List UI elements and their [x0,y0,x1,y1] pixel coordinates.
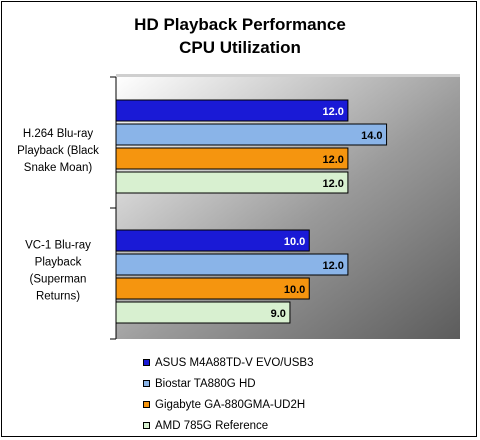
data-label-2-1: 10.0 [284,284,305,296]
data-label-1-0: 14.0 [361,130,382,142]
bar-3-1 [115,301,291,324]
legend-swatch [143,359,150,366]
chart-subtitle: CPU Utilization [179,38,301,57]
data-label-3-1: 9.0 [271,308,286,320]
legend-swatch [143,380,150,387]
bar-3-0 [115,171,349,194]
bar-0-1 [115,229,310,252]
legend-swatch [143,401,150,408]
legend-swatch [143,422,150,429]
bar-1-1 [115,253,349,276]
data-label-0-1: 10.0 [284,236,305,248]
category-label: Playback [35,257,82,269]
category-label: Snake Moan) [24,162,93,174]
legend-item: ASUS M4A88TD-V EVO/USB3 [143,352,363,373]
category-label: Playback (Black [17,145,99,157]
plot-area-top-wall [116,74,460,77]
category-label: Returns) [36,291,80,303]
legend-item: Gigabyte GA-880GMA-UD2H [143,394,363,415]
legend-item: Biostar TA880G HD [143,373,363,394]
data-label-0-0: 12.0 [322,106,343,118]
bar-1-0 [115,123,388,146]
legend-label: Biostar TA880G HD [155,377,256,390]
bar-2-1 [115,277,310,300]
legend: ASUS M4A88TD-V EVO/USB3 Biostar TA880G HD… [143,352,363,436]
category-label: VC-1 Blu-ray [25,240,91,252]
category-label: H.264 Blu-ray [23,128,94,140]
category-label: (Superman [30,274,87,286]
bar-2-0 [115,147,349,170]
bar-0-0 [115,99,349,122]
chart-title: HD Playback Performance [134,15,346,34]
legend-label: Gigabyte GA-880GMA-UD2H [155,398,306,411]
data-label-3-0: 12.0 [322,178,343,190]
data-label-2-0: 12.0 [322,154,343,166]
legend-item: AMD 785G Reference [143,415,363,436]
legend-label: ASUS M4A88TD-V EVO/USB3 [155,356,314,369]
data-label-1-1: 12.0 [322,260,343,272]
legend-label: AMD 785G Reference [155,419,269,432]
